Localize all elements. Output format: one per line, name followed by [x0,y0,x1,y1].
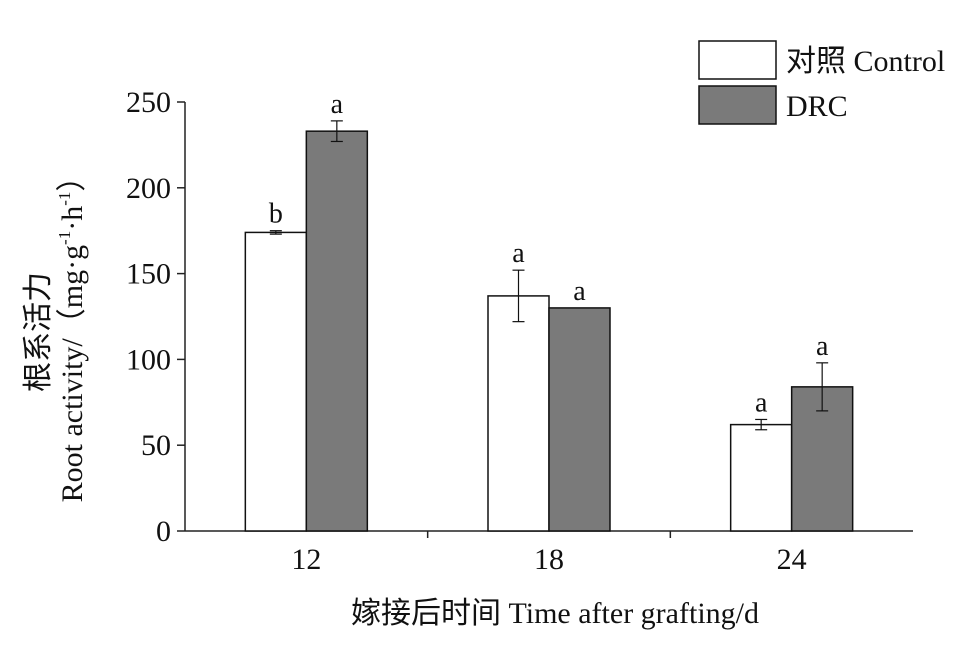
legend-swatch [698,40,777,80]
bar [244,231,308,532]
y-tick-label: 250 [126,86,171,119]
y-axis-label-end: ） [56,162,89,192]
y-axis-label-units: Root activity/（mg·g-1·h-1） [55,162,89,503]
y-tick-label: 150 [126,258,171,291]
plot-area: 0 50 100 150 200 250 12 b a 18 a a 24 a a [126,86,913,576]
bar [305,130,369,532]
significance-label: b [269,199,283,230]
significance-label: a [816,331,829,362]
legend-label: 对照 Control [786,45,945,78]
legend-swatch [698,85,777,125]
significance-label: a [755,387,768,418]
y-axis-label-cn: 根系活力 [22,272,55,392]
y-tick-label: 200 [126,172,171,205]
y-tick-label: 50 [141,429,171,462]
legend: 对照 Control DRC [698,40,945,125]
y-axis-label-mid: ·h [56,206,89,231]
x-tick-label: 18 [534,543,564,576]
y-tick-label: 0 [156,515,171,548]
y-axis-label: 根系活力 [22,272,55,392]
significance-label: a [331,89,344,120]
x-axis-label: 嫁接后时间 Time after grafting/d [351,597,759,630]
y-axis-label-en: Root activity/（mg·g [56,245,89,502]
y-axis-label-sup1: -1 [55,231,74,245]
bar [548,307,611,532]
y-axis-label-sup2: -1 [55,192,74,206]
bar [729,423,793,532]
x-tick-label: 24 [777,543,807,576]
x-tick-label: 12 [291,543,321,576]
significance-label: a [573,276,586,307]
legend-label: DRC [786,90,848,123]
significance-label: a [512,238,525,269]
y-tick-label: 100 [126,343,171,376]
bar [487,295,550,532]
